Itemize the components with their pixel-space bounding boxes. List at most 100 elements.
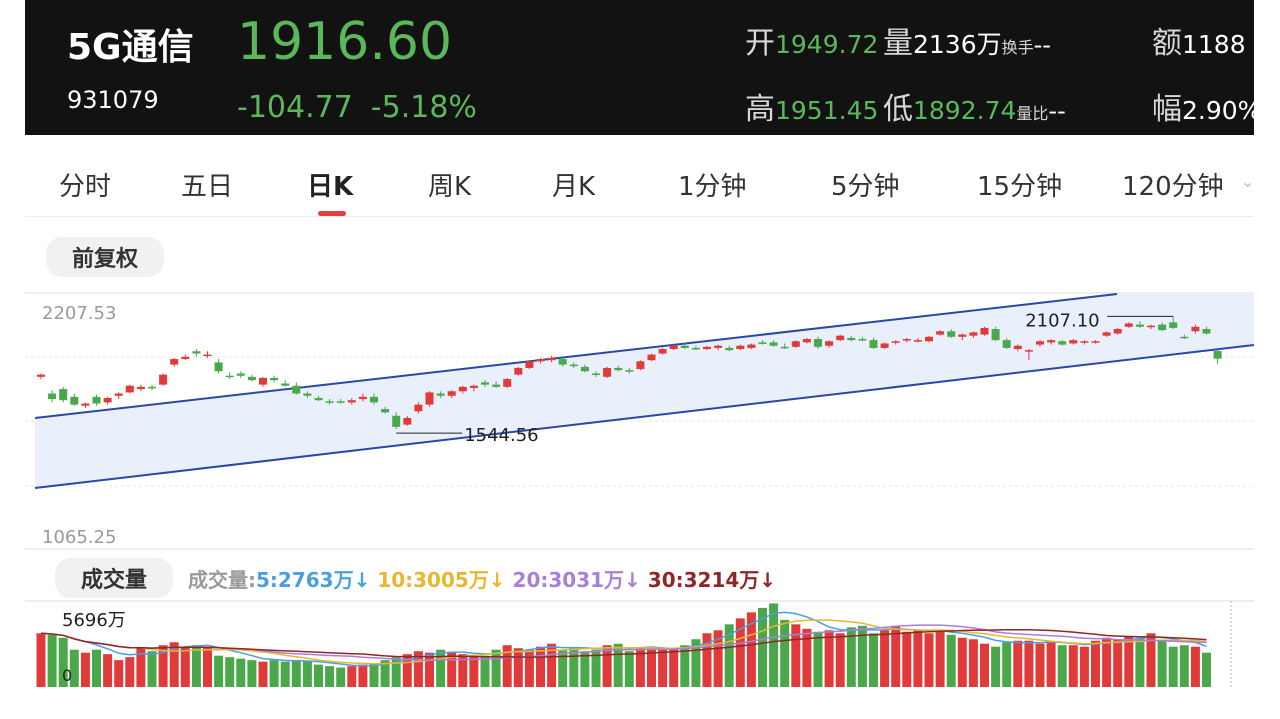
tab-monthly-k[interactable]: 月K bbox=[552, 172, 596, 202]
trend-channel-fill bbox=[35, 294, 1254, 488]
volume-bar bbox=[214, 655, 224, 687]
open-stat: 开1949.72 bbox=[745, 18, 878, 62]
tab-intraday[interactable]: 分时 bbox=[59, 172, 112, 202]
volume-chart: 5696万 0 bbox=[25, 600, 1254, 687]
stock-code: 931079 bbox=[67, 86, 159, 114]
ma10-value: 10:3005万↓ bbox=[377, 568, 506, 592]
candle-body bbox=[347, 400, 356, 403]
volume-bar bbox=[1124, 636, 1134, 687]
tab-15min[interactable]: 15分钟 bbox=[977, 172, 1063, 202]
open-value: 1949.72 bbox=[775, 30, 879, 59]
volume-bar bbox=[80, 652, 90, 687]
candle-body bbox=[125, 385, 134, 393]
candle-body bbox=[1036, 341, 1044, 345]
candle-body bbox=[1069, 340, 1078, 344]
volume-bar bbox=[1013, 640, 1023, 687]
open-label: 开 bbox=[745, 26, 775, 61]
candle-body bbox=[858, 339, 867, 341]
volume-ma-legend: 成交量:5:2763万↓ 10:3005万↓ 20:3031万↓ 30:3214… bbox=[188, 564, 776, 593]
volume-bar bbox=[336, 667, 346, 687]
vol-ratio-value: -- bbox=[1048, 97, 1066, 125]
candle-body bbox=[1091, 341, 1100, 343]
tab-daily-k[interactable]: 日K bbox=[307, 172, 354, 202]
volume-bar bbox=[791, 624, 801, 687]
low-label: 低 bbox=[883, 92, 913, 127]
tab-1min[interactable]: 1分钟 bbox=[678, 172, 747, 202]
tab-120min[interactable]: 120分钟 bbox=[1122, 172, 1224, 202]
candle-body bbox=[703, 346, 711, 350]
volume-bar bbox=[802, 628, 812, 687]
candle-body bbox=[891, 341, 900, 343]
candle-body bbox=[370, 396, 378, 403]
volume-button[interactable]: 成交量 bbox=[55, 558, 173, 598]
candle-body bbox=[636, 361, 645, 370]
high-stat: 高1951.45 bbox=[745, 84, 878, 128]
candle-body bbox=[1124, 323, 1133, 327]
candle-body bbox=[81, 403, 90, 406]
high-annotation: 2107.10 bbox=[1025, 310, 1099, 331]
candle-body bbox=[547, 357, 556, 361]
amount-label: 额 bbox=[1152, 26, 1182, 61]
candle-body bbox=[1080, 341, 1089, 343]
candle-body bbox=[814, 339, 822, 347]
change-value: -104.77 bbox=[237, 90, 353, 125]
candle-body bbox=[314, 397, 323, 401]
volume-bar bbox=[58, 637, 68, 687]
volume-bar bbox=[935, 630, 945, 687]
candle-body bbox=[225, 375, 234, 378]
candle-body bbox=[880, 343, 889, 348]
candle-body bbox=[336, 401, 345, 403]
candle-body bbox=[902, 339, 911, 341]
volume-bar bbox=[735, 618, 745, 687]
candle-body bbox=[714, 345, 723, 348]
ma20-value: 20:3031万↓ bbox=[512, 568, 641, 592]
volume-min-label: 0 bbox=[62, 666, 72, 685]
tab-weekly-k[interactable]: 周K bbox=[428, 172, 472, 202]
adjust-button[interactable]: 前复权 bbox=[46, 237, 164, 277]
volume-bar bbox=[136, 648, 146, 687]
volume-bar bbox=[225, 657, 235, 687]
volume-bar bbox=[613, 643, 623, 687]
last-price: 1916.60 bbox=[237, 12, 453, 72]
candle-body bbox=[170, 359, 179, 365]
volume-bar bbox=[203, 646, 212, 687]
volume-bar bbox=[491, 649, 501, 687]
tab-5min[interactable]: 5分钟 bbox=[831, 172, 900, 202]
candle-body bbox=[1202, 329, 1211, 334]
volume-bar bbox=[536, 646, 545, 687]
candle-body bbox=[825, 341, 834, 346]
volume-bar bbox=[36, 633, 46, 687]
candle-body bbox=[580, 366, 589, 372]
volume-bar bbox=[1024, 640, 1034, 687]
change-percent: -5.18% bbox=[370, 90, 477, 125]
volume-bar bbox=[1079, 646, 1089, 687]
volume-bar bbox=[103, 654, 113, 687]
candle-body bbox=[436, 393, 445, 396]
volume-bar bbox=[991, 646, 1001, 687]
volume-bar bbox=[602, 645, 612, 687]
volume-bar bbox=[558, 649, 568, 687]
volume-bar bbox=[924, 633, 934, 687]
candle-body bbox=[181, 356, 190, 360]
candle-body bbox=[59, 389, 68, 401]
volume-bar bbox=[946, 634, 956, 687]
candle-body bbox=[958, 334, 967, 337]
low-stat: 低1892.74量比-- bbox=[883, 84, 1066, 128]
candle-body bbox=[1213, 350, 1222, 359]
volume-max-label: 5696万 bbox=[62, 610, 126, 631]
candle-body bbox=[92, 396, 101, 404]
volume-bar bbox=[291, 660, 301, 687]
candle-body bbox=[192, 351, 201, 354]
candle-body bbox=[392, 415, 401, 427]
candle-body bbox=[114, 393, 123, 396]
volume-bar bbox=[325, 666, 335, 687]
chevron-down-icon[interactable]: ⌄ bbox=[1241, 172, 1254, 191]
tab-five-day[interactable]: 五日 bbox=[181, 172, 234, 202]
volume-bar bbox=[591, 649, 601, 687]
volume-bar bbox=[891, 625, 901, 687]
candle-body bbox=[103, 397, 112, 403]
volume-bar bbox=[1157, 640, 1167, 687]
volume-bar bbox=[1179, 645, 1189, 687]
candle-body bbox=[292, 385, 301, 394]
volume-bar bbox=[580, 651, 590, 687]
